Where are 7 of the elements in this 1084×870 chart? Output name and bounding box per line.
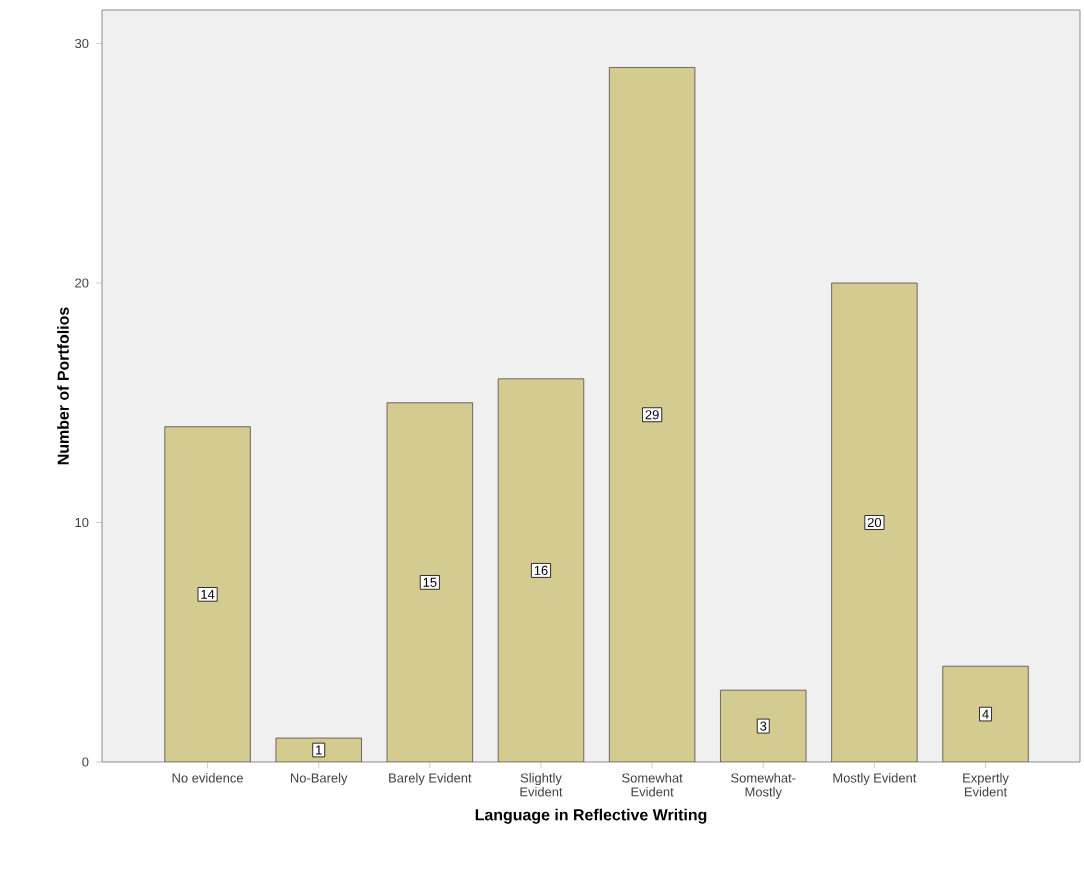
bar: [831, 283, 918, 762]
bar: [720, 690, 807, 762]
bar: [164, 426, 251, 762]
bar: [942, 665, 1029, 762]
bar: [387, 402, 473, 762]
bar: [498, 378, 584, 762]
bar: [609, 67, 695, 762]
